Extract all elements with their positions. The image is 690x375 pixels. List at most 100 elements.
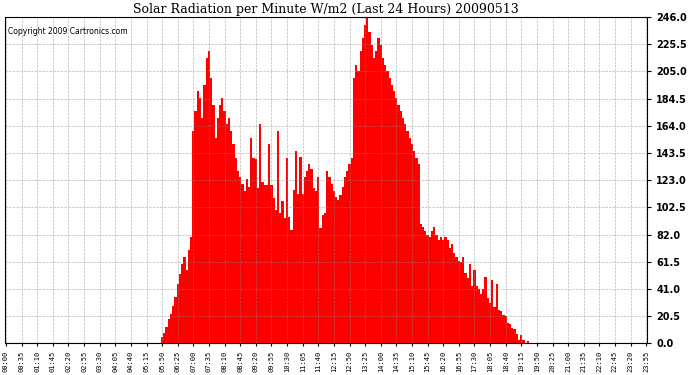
Bar	[428, 237, 431, 344]
Bar	[177, 284, 179, 344]
Bar	[293, 190, 295, 344]
Bar	[373, 58, 375, 344]
Bar	[235, 158, 237, 344]
Bar	[279, 213, 282, 344]
Bar	[331, 184, 333, 344]
Bar	[237, 171, 239, 344]
Bar	[420, 224, 422, 344]
Bar	[264, 185, 266, 344]
Bar	[400, 111, 402, 344]
Bar	[391, 85, 393, 344]
Bar	[500, 311, 502, 344]
Bar	[386, 71, 388, 344]
Bar	[161, 337, 164, 344]
Bar	[384, 65, 386, 344]
Bar	[308, 164, 310, 344]
Bar	[433, 226, 435, 344]
Bar	[339, 195, 342, 344]
Bar	[268, 144, 270, 344]
Bar	[315, 191, 317, 344]
Bar	[290, 230, 293, 344]
Bar	[380, 45, 382, 344]
Bar	[195, 111, 197, 344]
Bar	[353, 78, 355, 344]
Bar	[375, 51, 377, 344]
Bar	[170, 314, 172, 344]
Bar	[504, 316, 506, 344]
Bar	[440, 237, 442, 344]
Bar	[190, 237, 193, 344]
Bar	[435, 234, 437, 344]
Bar	[175, 297, 177, 344]
Bar	[489, 303, 491, 344]
Bar	[462, 257, 464, 344]
Bar	[520, 335, 522, 344]
Bar	[306, 171, 308, 344]
Bar	[402, 118, 404, 344]
Bar	[509, 324, 511, 344]
Bar	[246, 178, 248, 344]
Bar	[346, 171, 348, 344]
Bar	[422, 226, 424, 344]
Bar	[322, 215, 324, 344]
Bar	[406, 131, 408, 344]
Bar	[244, 191, 246, 344]
Bar	[257, 188, 259, 344]
Bar	[208, 51, 210, 344]
Bar	[444, 237, 446, 344]
Bar	[351, 158, 353, 344]
Bar	[451, 244, 453, 344]
Bar	[482, 289, 484, 344]
Bar	[219, 105, 221, 344]
Bar	[215, 138, 217, 344]
Bar	[217, 118, 219, 344]
Bar	[288, 217, 290, 344]
Bar	[270, 185, 273, 344]
Bar	[495, 284, 498, 344]
Bar	[506, 323, 509, 344]
Bar	[344, 177, 346, 344]
Bar	[259, 124, 262, 344]
Bar	[273, 198, 275, 344]
Bar	[437, 240, 440, 344]
Bar	[284, 218, 286, 344]
Bar	[457, 261, 460, 344]
Bar	[164, 333, 166, 344]
Bar	[210, 78, 213, 344]
Bar	[302, 194, 304, 344]
Bar	[166, 327, 168, 344]
Bar	[366, 17, 368, 344]
Bar	[248, 187, 250, 344]
Bar	[469, 264, 471, 344]
Bar	[253, 158, 255, 344]
Bar	[471, 286, 473, 344]
Bar	[502, 315, 504, 344]
Bar	[395, 98, 397, 344]
Bar	[415, 158, 417, 344]
Bar	[518, 340, 520, 344]
Bar	[277, 131, 279, 344]
Bar	[266, 184, 268, 344]
Bar	[326, 171, 328, 344]
Bar	[460, 262, 462, 344]
Bar	[446, 240, 448, 344]
Bar	[324, 213, 326, 344]
Bar	[313, 188, 315, 344]
Bar	[193, 131, 195, 344]
Bar	[362, 38, 364, 344]
Bar	[317, 177, 319, 344]
Bar	[181, 264, 184, 344]
Bar	[333, 191, 335, 344]
Bar	[515, 334, 518, 344]
Bar	[335, 197, 337, 344]
Bar	[527, 342, 529, 344]
Bar	[377, 38, 380, 344]
Title: Solar Radiation per Minute W/m2 (Last 24 Hours) 20090513: Solar Radiation per Minute W/m2 (Last 24…	[133, 3, 519, 16]
Bar	[262, 182, 264, 344]
Bar	[286, 158, 288, 344]
Bar	[328, 177, 331, 344]
Bar	[453, 253, 455, 344]
Bar	[424, 231, 426, 344]
Text: Copyright 2009 Cartronics.com: Copyright 2009 Cartronics.com	[8, 27, 128, 36]
Bar	[493, 307, 495, 344]
